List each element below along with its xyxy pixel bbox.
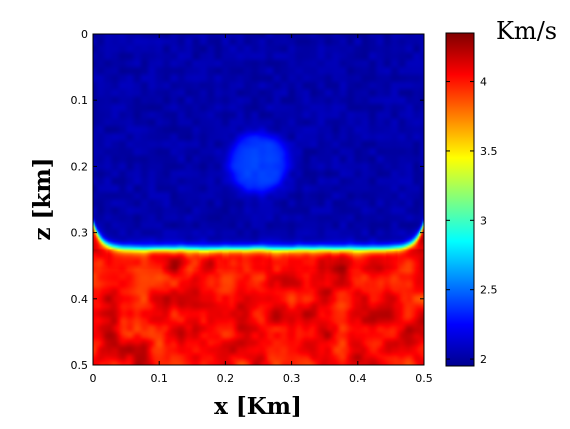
- x-tick-label: 0.3: [283, 372, 301, 385]
- colorbar-tick-label: 3.5: [480, 145, 498, 158]
- z-axis-label: z [km]: [29, 157, 56, 240]
- z-tick-label: 0.1: [71, 94, 89, 107]
- x-axis-label: x [Km]: [214, 393, 302, 420]
- x-tick-label: 0.2: [217, 372, 235, 385]
- velocity-heatmap: [92, 33, 425, 366]
- colorbar: 2 2.5 3 3.5 4: [445, 32, 498, 367]
- colorbar-gradient: [445, 32, 475, 367]
- x-tick-label: 0: [90, 372, 97, 385]
- x-tick-label: 0.4: [349, 372, 367, 385]
- colorbar-tick-label: 2.5: [480, 284, 498, 297]
- colorbar-tick-label: 3: [480, 214, 487, 227]
- colorbar-tick-label: 4: [480, 76, 487, 89]
- x-tick-label: 0.5: [415, 372, 433, 385]
- z-axis: 0 0.1 0.2 0.3 0.4 0.5: [71, 28, 424, 372]
- z-tick-label: 0.2: [71, 160, 89, 173]
- x-tick-label: 0.1: [150, 372, 168, 385]
- plot-frame: [92, 33, 425, 366]
- x-axis: 0 0.1 0.2 0.3 0.4 0.5: [90, 34, 433, 385]
- velocity-field-image: [93, 34, 424, 365]
- z-tick-label: 0.5: [71, 359, 89, 372]
- z-tick-label: 0: [81, 28, 88, 41]
- colorbar-ticks: 2 2.5 3 3.5 4: [446, 76, 498, 366]
- z-tick-label: 0.4: [71, 293, 89, 306]
- z-tick-label: 0.3: [71, 227, 89, 240]
- colorbar-tick-label: 2: [480, 353, 487, 366]
- colorbar-unit-label: Km/s: [496, 17, 557, 45]
